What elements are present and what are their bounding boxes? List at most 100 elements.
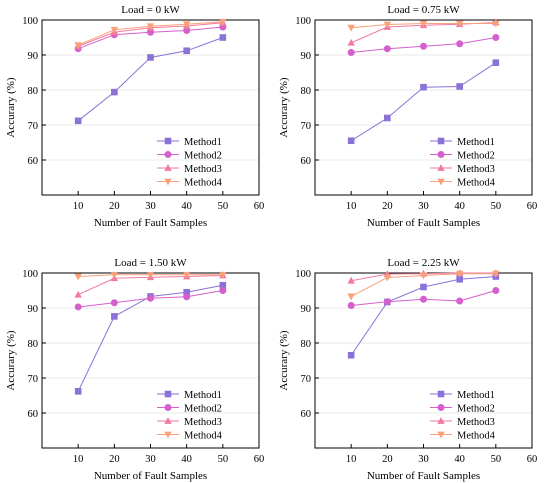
chart-panel-3: Load = 1.50 kW 10 20 30 40 50 60 60 70 80 90 100 Num…	[5, 257, 264, 482]
plot-frame	[41, 19, 260, 196]
legend-label: Method4	[457, 178, 496, 189]
data-point-method4	[74, 42, 82, 50]
legend-marker-method3	[164, 417, 172, 424]
chart-title: Load = 1.50 kW	[114, 257, 187, 269]
y-axis-label: Accurary (%)	[278, 330, 290, 390]
legend-label: Method2	[457, 151, 495, 162]
data-point-method4	[419, 272, 428, 280]
x-tick-label: 60	[254, 454, 265, 465]
series-line-method1	[77, 37, 224, 122]
data-point-method2	[383, 298, 391, 306]
legend-label: Method2	[184, 151, 222, 162]
y-tick-label: 60	[301, 156, 312, 167]
data-point-method4	[110, 271, 119, 279]
data-point-method2	[492, 34, 500, 41]
x-axis-label: Number of Fault Samples	[367, 217, 480, 229]
x-tick-label: 30	[145, 454, 156, 465]
legend-marker-method2	[437, 404, 445, 411]
y-tick-label: 100	[295, 269, 311, 280]
legend-label: Method3	[184, 164, 222, 175]
y-tick-label: 70	[301, 121, 312, 132]
x-tick-label: 30	[418, 454, 429, 465]
y-tick-label: 90	[28, 304, 39, 315]
x-axis-label: Number of Fault Samples	[367, 470, 480, 482]
legend-marker-method3	[437, 417, 445, 424]
y-tick-label: 100	[22, 16, 38, 27]
legend-label: Method2	[184, 404, 222, 415]
legend-marker-method4	[437, 178, 445, 186]
legend-marker-method1	[164, 390, 172, 398]
legend-marker-method2	[437, 151, 445, 158]
data-point-method4	[146, 271, 155, 279]
data-point-method2	[110, 299, 118, 307]
data-point-method2	[147, 294, 154, 302]
x-tick-label: 10	[73, 454, 84, 465]
data-point-method1	[183, 288, 190, 296]
data-point-method4	[219, 18, 227, 26]
data-point-method1	[219, 281, 227, 289]
data-point-method4	[182, 271, 191, 279]
legend-label: Method3	[184, 417, 222, 428]
data-point-method2	[347, 302, 355, 310]
legend-label: Method2	[457, 404, 495, 415]
legend-marker-method3	[164, 164, 172, 171]
data-point-method4	[455, 270, 464, 278]
data-point-method2	[347, 49, 355, 57]
x-tick-label: 10	[346, 454, 357, 465]
x-tick-label: 50	[491, 201, 502, 212]
x-tick-label: 20	[382, 201, 393, 212]
chart-title: Load = 0 kW	[121, 4, 180, 16]
data-point-method1	[420, 283, 427, 291]
legend-marker-method2	[164, 151, 172, 158]
data-point-method2	[456, 297, 464, 305]
data-point-method4	[492, 270, 500, 278]
data-point-method1	[219, 34, 227, 41]
x-tick-label: 10	[73, 201, 84, 212]
chart-title: Load = 2.25 kW	[387, 257, 460, 269]
y-tick-label: 80	[28, 339, 39, 350]
data-point-method3	[74, 290, 82, 298]
data-point-method3	[347, 38, 355, 46]
legend-label: Method1	[184, 390, 222, 401]
data-point-method2	[456, 40, 464, 48]
x-tick-label: 50	[218, 454, 229, 465]
legend-marker-method1	[437, 137, 445, 145]
chart-title: Load = 0.75 kW	[387, 4, 460, 16]
data-point-method1	[147, 54, 154, 61]
data-point-method4	[347, 293, 355, 301]
x-tick-label: 40	[454, 201, 465, 212]
y-tick-label: 90	[28, 51, 39, 62]
x-tick-label: 20	[109, 201, 120, 212]
y-tick-label: 60	[301, 409, 312, 420]
x-tick-label: 20	[382, 454, 393, 465]
legend-marker-method3	[437, 164, 445, 171]
legend-label: Method4	[184, 431, 223, 442]
x-axis-label: Number of Fault Samples	[94, 217, 207, 229]
legend-marker-method4	[164, 431, 172, 439]
x-axis-label: Number of Fault Samples	[94, 470, 207, 482]
y-axis-label: Accurary (%)	[5, 330, 17, 390]
x-tick-label: 60	[527, 454, 538, 465]
x-tick-label: 40	[181, 201, 192, 212]
data-point-method1	[384, 114, 391, 122]
y-tick-label: 100	[295, 16, 311, 27]
legend-label: Method4	[457, 431, 496, 442]
data-point-method4	[455, 20, 464, 28]
data-point-method4	[146, 23, 155, 31]
data-point-method3	[347, 276, 355, 284]
x-tick-label: 30	[418, 201, 429, 212]
data-point-method4	[492, 20, 500, 28]
legend: Method1 Method2 Method3 Method4	[157, 137, 223, 189]
chart-panel-2: Load = 0.75 kW 10 20 30 40 50 60 60 70 80 90 100 Num…	[278, 4, 537, 229]
y-tick-label: 70	[28, 121, 39, 132]
x-tick-label: 40	[454, 454, 465, 465]
x-tick-label: 30	[145, 201, 156, 212]
legend-label: Method3	[457, 417, 495, 428]
data-point-method4	[347, 24, 355, 32]
data-point-method1	[74, 117, 82, 125]
legend-label: Method3	[457, 164, 495, 175]
y-tick-label: 60	[28, 409, 39, 420]
legend-label: Method1	[457, 137, 495, 148]
data-point-method4	[219, 271, 227, 279]
data-point-method1	[74, 388, 82, 395]
